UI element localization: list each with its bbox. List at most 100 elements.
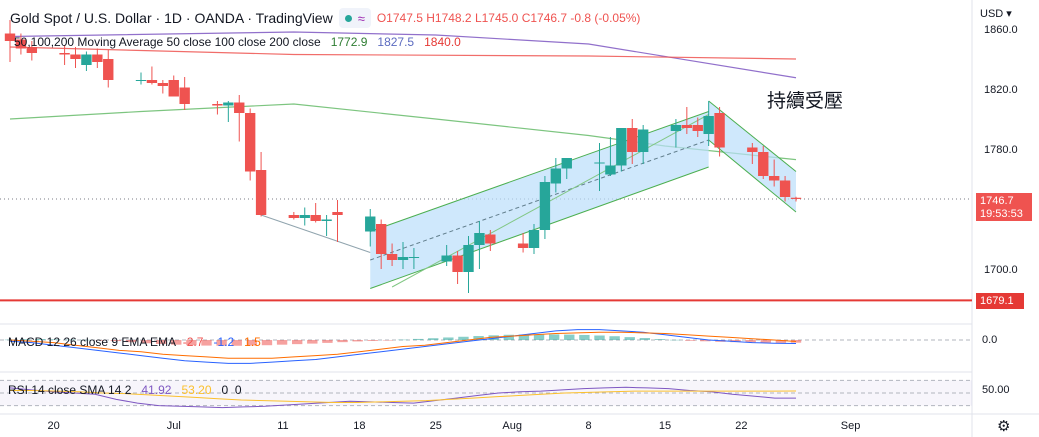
y-tick-label: 1780.0 xyxy=(984,144,1018,156)
rsi-axis-label: 50.00 xyxy=(982,384,1010,396)
macd-histogram-bar xyxy=(685,340,696,341)
macd-legend[interactable]: MACD 12 26 close 9 EMA EMA -2.7 -1.2 1.5 xyxy=(8,335,261,349)
x-tick-label: 18 xyxy=(353,420,365,432)
candle-body xyxy=(550,168,562,184)
macd-histogram-bar xyxy=(171,340,182,345)
channel-mid-line xyxy=(370,139,709,261)
countdown-label: 19:53:53 xyxy=(980,208,1023,220)
symbol-name[interactable]: Gold Spot / U.S. Dollar · 1D · OANDA · T… xyxy=(10,10,333,26)
rsi-extra-2: 0 xyxy=(234,383,242,397)
ma50-value: 1772.9 xyxy=(330,35,368,49)
rsi-sma-line xyxy=(10,389,797,403)
currency-label: USD xyxy=(980,8,1004,20)
currency-selector[interactable]: USD ▾ xyxy=(980,7,1012,20)
candle-body xyxy=(561,158,572,169)
candle-body xyxy=(616,128,627,166)
macd-histogram-bar xyxy=(654,339,666,340)
macd-signal-line xyxy=(9,331,797,359)
ohlc-values: O1747.5 H1748.2 L1745.0 C1746.7 -0.8 (-0… xyxy=(377,11,641,25)
y-tick-label: 1860.0 xyxy=(984,24,1018,36)
macd-histogram-bar xyxy=(4,339,16,341)
candle-body xyxy=(692,125,703,131)
macd-histogram-bar xyxy=(19,339,31,340)
x-tick-label: Sep xyxy=(841,420,861,432)
candle-body xyxy=(135,80,147,81)
macd-histogram-bar xyxy=(65,339,76,341)
candle-body xyxy=(768,176,780,181)
candle-body xyxy=(4,33,16,41)
candle-body xyxy=(790,197,802,199)
candle-body xyxy=(223,102,234,106)
macd-histogram-bar xyxy=(322,340,333,343)
ma-line-ma100 xyxy=(9,31,797,79)
macd-histogram-bar xyxy=(428,338,439,340)
macd-histogram-bar xyxy=(337,340,348,343)
support-price-label: 1679.1 xyxy=(980,295,1014,307)
support-price-tag: 1679.1 xyxy=(976,293,1024,309)
macd-histogram-bar xyxy=(95,340,106,341)
macd-histogram-bar xyxy=(352,340,363,342)
gear-icon[interactable]: ⚙ xyxy=(997,418,1011,435)
channel-upper-line xyxy=(370,111,709,232)
rsi-pane xyxy=(0,379,972,409)
close-value: C1746.7 xyxy=(521,11,568,25)
macd-histogram-bar xyxy=(579,334,590,340)
candle-body xyxy=(463,245,474,272)
macd-histogram-bar xyxy=(367,340,378,341)
status-pill[interactable]: ≈ xyxy=(338,8,371,28)
macd-histogram-bar xyxy=(760,340,771,343)
candle-body xyxy=(605,165,616,175)
annotation-text[interactable]: 持續受壓 xyxy=(767,90,844,112)
candle-body xyxy=(365,216,376,232)
macd-histogram-bar xyxy=(186,340,197,346)
macd-histogram-bar xyxy=(110,340,121,342)
x-tick-label: Jul xyxy=(167,420,181,432)
macd-histogram-bar xyxy=(80,339,91,341)
macd-histogram-bar xyxy=(518,334,530,340)
macd-axis-label: 0.0 xyxy=(982,334,998,346)
candle-body xyxy=(26,47,38,53)
rsi-extra-1: 0 xyxy=(221,383,229,397)
macd-histogram-bar xyxy=(624,337,635,340)
macd-histogram-bar xyxy=(246,340,258,346)
y-tick-label: 1700.0 xyxy=(984,264,1018,276)
ma-legend-label: 50,100,200 Moving Average 50 close 100 c… xyxy=(14,35,321,49)
rsi-sma-value: 53.20 xyxy=(181,383,212,397)
candle-body xyxy=(517,243,529,248)
candle-body xyxy=(15,39,27,49)
candle-body xyxy=(441,255,452,262)
macd-histogram-bar xyxy=(609,336,620,340)
macd-histogram-bar xyxy=(548,334,560,340)
macd-histogram-bar xyxy=(201,340,212,346)
x-tick-label: 15 xyxy=(659,420,671,432)
candle-body xyxy=(157,83,169,86)
candle-body xyxy=(168,80,179,97)
candle-body xyxy=(779,180,791,197)
falling-channel-lower xyxy=(708,139,797,213)
macd-value-1: -2.7 xyxy=(182,335,204,349)
y-tick-label: 1820.0 xyxy=(984,84,1018,96)
ma-legend[interactable]: 50,100,200 Moving Average 50 close 100 c… xyxy=(14,35,461,49)
rsi-legend-label: RSI 14 close SMA 14 2 xyxy=(8,383,132,397)
rsi-legend[interactable]: RSI 14 close SMA 14 2 41.92 53.20 0 0 xyxy=(8,383,242,397)
open-value: O1747.5 xyxy=(376,11,423,25)
macd-histogram-bar xyxy=(594,335,605,340)
candle-body xyxy=(255,170,267,215)
macd-histogram-bar xyxy=(125,340,137,343)
candle-body xyxy=(92,54,103,62)
macd-pane xyxy=(0,329,972,364)
macd-histogram-bar xyxy=(307,340,318,344)
candle-body xyxy=(310,215,321,221)
candle-body xyxy=(288,215,300,218)
candles xyxy=(4,20,802,293)
interval-label: 1D xyxy=(164,10,182,26)
macd-histogram-bar xyxy=(564,334,575,340)
candle-body xyxy=(485,234,496,244)
macd-histogram-bar xyxy=(216,340,227,346)
macd-histogram-bar xyxy=(397,339,409,341)
candle-body xyxy=(321,219,332,221)
macd-value-3: 1.5 xyxy=(244,335,261,349)
macd-histogram-bar xyxy=(458,336,469,340)
